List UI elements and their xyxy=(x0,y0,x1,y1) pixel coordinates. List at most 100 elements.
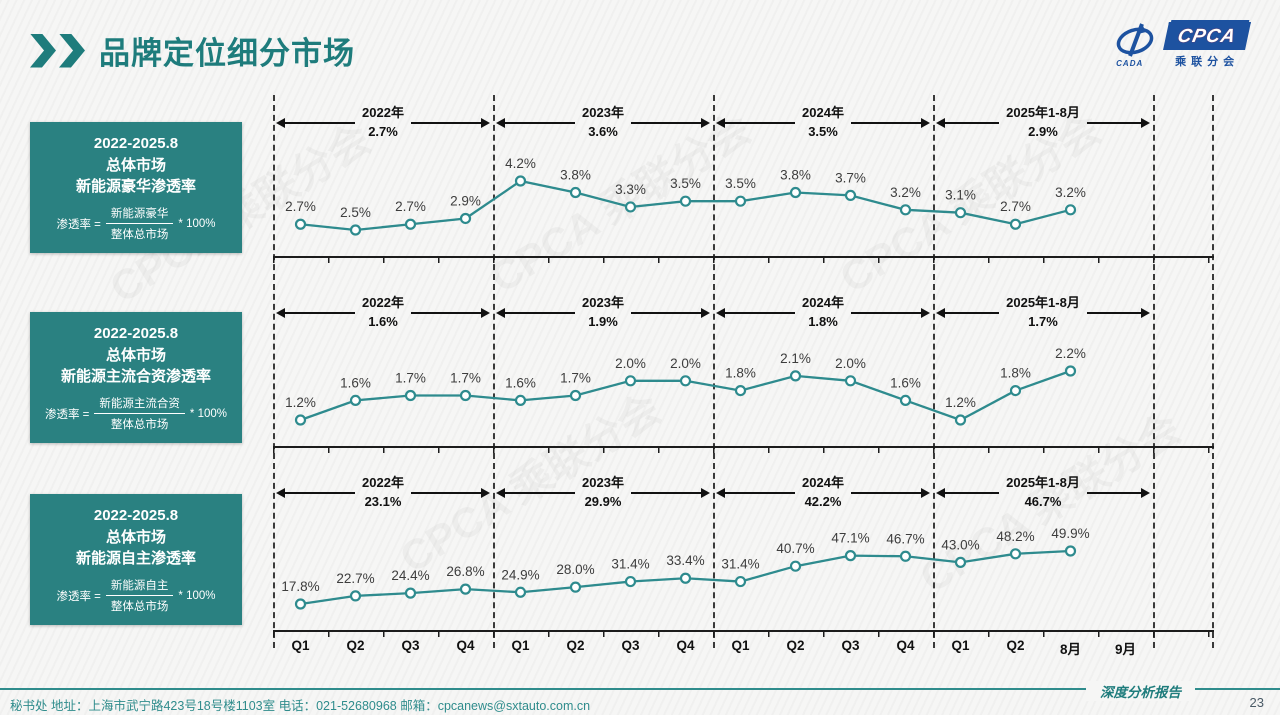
segment-year: 2025年1-8月 xyxy=(1006,105,1080,121)
data-label: 49.9% xyxy=(1051,526,1089,541)
data-point-marker xyxy=(954,556,967,568)
data-point-marker xyxy=(789,560,802,572)
segment-year: 2023年 xyxy=(582,475,624,491)
x-axis-labels: Q1 Q2 Q3 Q4 Q1 Q2 Q3 Q4 Q1 Q2 Q3 Q4 Q1 Q… xyxy=(273,638,1153,658)
segment-divider xyxy=(493,95,495,648)
data-label: 3.2% xyxy=(1055,185,1086,200)
data-label: 47.1% xyxy=(831,531,869,546)
x-tick-label: Q1 xyxy=(291,638,310,653)
cada-emblem-icon: CADA xyxy=(1112,22,1160,68)
cpca-logo: CADA CPCA 乘联分会 xyxy=(1112,22,1251,69)
box-period: 2022-2025.8 xyxy=(93,324,179,342)
data-point-marker xyxy=(679,572,692,584)
data-point-marker xyxy=(569,581,582,593)
data-label: 2.0% xyxy=(615,356,646,371)
segment-avg: 1.7% xyxy=(1028,314,1058,329)
data-label: 28.0% xyxy=(556,562,594,577)
data-point-marker xyxy=(679,375,692,387)
formula-lhs: 渗透率 = xyxy=(56,218,101,231)
data-point-marker xyxy=(899,550,912,562)
arrow-left-icon xyxy=(715,117,796,128)
data-point-marker xyxy=(569,186,582,199)
data-point-marker xyxy=(844,189,857,202)
data-label: 3.5% xyxy=(725,176,756,191)
data-point-marker xyxy=(294,414,307,426)
data-label: 46.7% xyxy=(886,531,924,546)
x-tick-label: Q1 xyxy=(511,638,530,653)
formula-denominator: 整体总市场 xyxy=(110,601,169,614)
x-tick-label: Q3 xyxy=(401,638,420,653)
segment-avg: 3.5% xyxy=(808,124,838,139)
data-label: 1.2% xyxy=(945,395,976,410)
segment-avg: 1.8% xyxy=(808,314,838,329)
segment-avg: 1.9% xyxy=(588,314,618,329)
data-point-marker xyxy=(789,186,802,199)
data-label: 3.8% xyxy=(560,168,591,183)
year-segment: 2022年 1.6% xyxy=(273,289,493,337)
data-point-marker xyxy=(404,389,417,402)
data-point-marker xyxy=(1009,218,1022,230)
data-point-marker xyxy=(844,375,857,387)
x-tick-label: Q2 xyxy=(346,638,365,653)
box-metric: 新能源主流合资渗透率 xyxy=(60,368,211,386)
data-label: 26.8% xyxy=(446,564,484,579)
year-segment: 2024年 1.8% xyxy=(713,289,933,337)
footer-contact: 秘书处 地址：上海市武宁路423号18号楼1103室 电话：021-526809… xyxy=(10,699,591,713)
data-point-marker xyxy=(349,590,362,602)
data-point-marker xyxy=(569,389,582,402)
arrow-right-icon xyxy=(850,307,931,318)
data-point-marker xyxy=(1064,545,1077,557)
data-point-marker xyxy=(954,414,967,426)
data-point-marker xyxy=(1064,204,1077,216)
x-tick-label: 8月 xyxy=(1059,642,1081,657)
segment-year: 2024年 xyxy=(802,475,844,491)
box-market: 总体市场 xyxy=(105,528,166,546)
data-label: 24.4% xyxy=(391,568,429,583)
data-point-marker xyxy=(459,389,472,402)
box-market: 总体市场 xyxy=(105,156,166,174)
segment-year: 2022年 xyxy=(362,105,404,121)
formula-numerator: 新能源自主 xyxy=(105,577,174,597)
data-point-marker xyxy=(734,575,747,588)
data-label: 48.2% xyxy=(996,529,1034,544)
x-axis xyxy=(273,630,1214,632)
x-tick-label: Q4 xyxy=(676,638,695,653)
segment-avg: 29.9% xyxy=(584,494,622,509)
x-tick-label: Q2 xyxy=(1006,638,1025,653)
arrow-right-icon xyxy=(1086,487,1151,498)
arrow-right-icon xyxy=(410,307,491,318)
data-point-marker xyxy=(459,212,472,225)
arrow-right-icon xyxy=(850,117,931,128)
data-point-marker xyxy=(789,370,802,382)
arrow-right-icon xyxy=(1086,117,1151,128)
arrow-right-icon xyxy=(630,117,711,128)
year-segment: 2024年 42.2% xyxy=(713,469,933,517)
data-point-marker xyxy=(1009,548,1022,560)
year-segment: 2025年1-8月 46.7% xyxy=(933,469,1153,517)
data-label: 1.8% xyxy=(725,366,756,381)
data-label: 22.7% xyxy=(336,571,374,586)
data-label: 3.3% xyxy=(615,182,646,197)
data-label: 2.7% xyxy=(395,199,426,214)
axis-ticks xyxy=(273,448,1214,453)
formula-denominator: 整体总市场 xyxy=(110,419,169,432)
year-band: 2022年 23.1% 2023年 29.9% 2024 xyxy=(273,469,1153,517)
box-period: 2022-2025.8 xyxy=(93,134,179,152)
x-tick-label: Q4 xyxy=(456,638,475,653)
data-label: 2.7% xyxy=(1000,199,1031,214)
chart-jv-nev: 2022年 1.6% 2023年 1.9% 2024年 xyxy=(273,285,1214,453)
data-label: 1.8% xyxy=(1000,366,1031,381)
year-segment: 2023年 3.6% xyxy=(493,99,713,147)
data-label: 43.0% xyxy=(941,537,979,552)
data-label: 3.2% xyxy=(890,185,921,200)
data-point-marker xyxy=(459,583,472,595)
year-segment: 2022年 2.7% xyxy=(273,99,493,147)
data-point-marker xyxy=(294,218,307,230)
arrow-left-icon xyxy=(495,117,576,128)
line-plot: 17.8% 22.7% 24.4% 26.8% 24.9% 28.0% 31.4% 33.4%… xyxy=(281,526,1090,610)
arrow-left-icon xyxy=(715,487,796,498)
arrow-left-icon xyxy=(495,487,576,498)
segment-year: 2025年1-8月 xyxy=(1006,295,1080,311)
data-point-marker xyxy=(734,195,747,207)
axis-ticks xyxy=(273,632,1214,637)
